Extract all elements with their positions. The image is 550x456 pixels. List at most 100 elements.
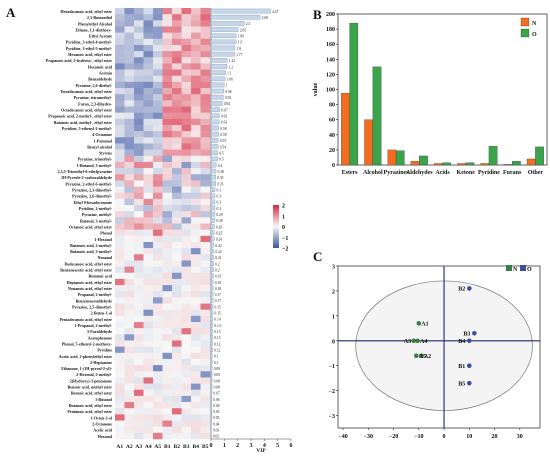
heatmap-cell — [124, 192, 135, 200]
heatmap-cell — [172, 303, 182, 310]
heatmap-cell — [200, 124, 211, 132]
y-tick-label: 40 — [329, 133, 335, 139]
heatmap-cell — [124, 161, 135, 169]
heatmap-cell — [115, 57, 125, 64]
heatmap-cell — [172, 408, 182, 415]
heatmap-cell — [153, 285, 163, 292]
scatter-point — [413, 353, 419, 359]
heatmap-cell — [153, 155, 163, 163]
heatmap-cell — [134, 192, 144, 200]
heatmap-cell — [153, 112, 163, 120]
y-tick-label: 100 — [326, 88, 335, 94]
vip-value-label: 0.15 — [215, 305, 221, 309]
vip-bar — [210, 14, 261, 20]
vip-tick-label: 6 — [290, 443, 293, 449]
heatmap-cell — [153, 328, 163, 335]
heatmap-cell — [172, 340, 182, 347]
heatmap-cell — [200, 395, 211, 403]
heatmap-cell — [124, 57, 135, 64]
heatmap-cell — [134, 408, 144, 415]
bar-O — [395, 150, 405, 166]
heatmap-cell — [200, 260, 211, 267]
compound-label: Pyridine, 3-ethyl-5-methyl- — [66, 46, 113, 51]
vip-tick-label: 5 — [276, 443, 279, 449]
heatmap-cell — [181, 20, 192, 27]
heatmap-cell — [181, 223, 192, 230]
heatmap-cell — [172, 217, 182, 224]
heatmap-cell — [162, 205, 173, 212]
heatmap-cell — [134, 124, 144, 132]
bar-N — [341, 93, 350, 166]
heatmap-cell — [172, 94, 182, 101]
heatmap-cell — [191, 266, 201, 274]
heatmap-cell — [191, 106, 201, 113]
heatmap-cell — [200, 161, 211, 169]
heatmap-cell — [172, 334, 182, 341]
compound-label: Pyridine — [97, 348, 112, 353]
heatmap-cell — [162, 402, 173, 409]
heatmap-cell — [200, 303, 211, 310]
heatmap-cell — [134, 402, 144, 409]
y-tick-label: 180 — [326, 27, 335, 33]
heatmap-cell — [115, 322, 125, 329]
x-tick-label: −10 — [414, 434, 423, 440]
vip-bar — [210, 211, 216, 217]
heatmap-cell — [153, 402, 163, 409]
heatmap-cell — [191, 112, 201, 120]
color-legend-label: −2 — [282, 247, 288, 253]
heatmap-cell — [115, 346, 125, 354]
compound-label: Benzoic acid, methyl ester — [68, 385, 113, 390]
heatmap-cell — [200, 328, 211, 335]
heatmap-cell — [134, 32, 144, 40]
heatmap-cell — [143, 248, 154, 255]
heatmap-cell — [162, 426, 173, 434]
heatmap-cell — [200, 69, 211, 77]
heatmap-cell — [143, 198, 154, 206]
heatmap-cell — [200, 248, 211, 255]
heatmap-cell — [191, 420, 201, 427]
category-label: Esters — [342, 170, 359, 176]
heatmap-cell — [143, 112, 154, 120]
heatmap-cell — [172, 395, 182, 403]
heatmap-cell — [134, 377, 144, 384]
heatmap-cell — [124, 14, 135, 21]
heatmap-cell — [200, 420, 211, 427]
heatmap-cell — [191, 137, 201, 144]
heatmap-cell — [181, 309, 192, 317]
vip-bar — [210, 101, 223, 106]
heatmap-cell — [162, 229, 173, 237]
heatmap-cell — [124, 426, 135, 434]
y-tick-label: 160 — [326, 42, 335, 48]
heatmap-cell — [172, 365, 182, 372]
heatmap-cell — [134, 248, 144, 255]
vip-bar — [210, 298, 214, 303]
compound-label: Ethane, 1,1-diethoxy- — [75, 27, 112, 32]
heatmap-cell — [124, 149, 135, 157]
heatmap-cell — [191, 20, 201, 27]
heatmap-cell — [134, 383, 144, 391]
heatmap-cell — [181, 161, 192, 169]
heatmap-cell — [124, 248, 135, 255]
heatmap-cell — [191, 155, 201, 163]
vip-value-label: 0.84 — [224, 102, 230, 106]
heatmap-cell — [124, 124, 135, 132]
heatmap-cell — [124, 278, 135, 286]
compound-label: Tetradecanoic acid, ethyl ester — [60, 89, 112, 94]
heatmap-cell — [172, 38, 182, 46]
heatmap-cell — [191, 315, 201, 323]
heatmap-cell — [181, 346, 192, 354]
compound-label: Pentadecanoic acid, ethyl ester — [60, 317, 113, 322]
heatmap-cell — [191, 322, 201, 329]
vip-bar — [210, 33, 237, 39]
bar-N — [410, 161, 420, 166]
vip-bar — [210, 341, 213, 346]
heatmap-cell — [124, 8, 135, 15]
vip-bar — [210, 113, 220, 119]
heatmap-cell — [134, 44, 144, 52]
heatmap-cell — [115, 186, 125, 194]
heatmap-cell — [134, 328, 144, 335]
heatmap-cell — [191, 272, 201, 280]
y-tick-label: 20 — [329, 148, 335, 154]
heatmap-cell — [124, 168, 135, 175]
heatmap-cell — [134, 229, 144, 237]
